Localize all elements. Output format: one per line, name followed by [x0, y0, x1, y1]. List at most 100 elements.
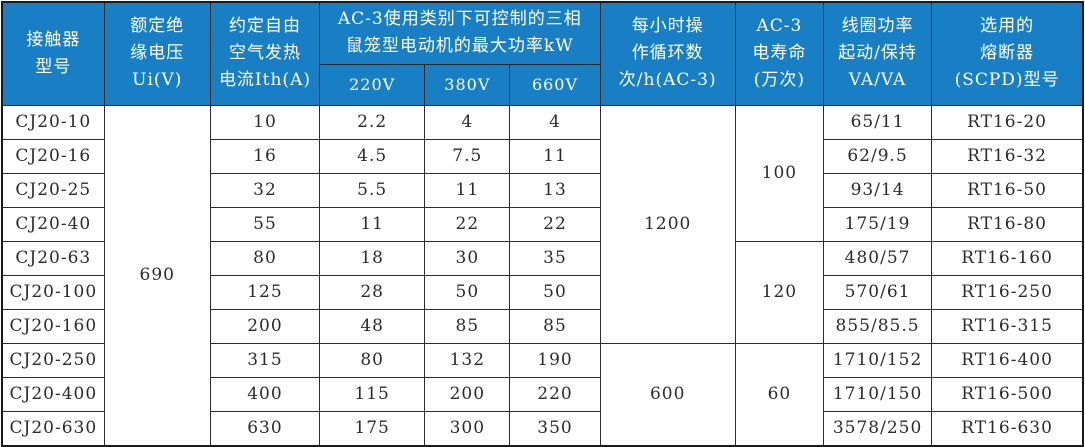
table-row: CJ20-100 125 28 50 50 570/61 RT16-250	[1, 274, 1084, 310]
cell-thermal_current: 400	[209, 376, 321, 412]
cell-fuse: RT16-315	[931, 308, 1084, 344]
cell-coil_power: 175/19	[822, 206, 933, 242]
col-header-380v: 380V	[424, 63, 511, 106]
cell-v220: 28	[319, 274, 426, 310]
col-header-thermal-current: 约定自由 空气发热 电流Ith(A)	[209, 1, 321, 106]
cell-model: CJ20-16	[1, 138, 105, 174]
col-header-coil-power: 线圈功率 起动/保持 VA/VA	[822, 1, 933, 106]
cell-coil_power: 1710/152	[822, 342, 933, 378]
cell-electrical_life-merged: 100	[734, 104, 824, 242]
cell-thermal_current: 16	[209, 138, 321, 174]
table-row: CJ20-160 200 48 85 85 855/85.5 RT16-315	[1, 308, 1084, 344]
cell-v660: 13	[509, 172, 601, 208]
cell-model: CJ20-40	[1, 206, 105, 242]
cell-v660: 50	[509, 274, 601, 310]
cell-thermal_current: 200	[209, 308, 321, 344]
cell-model: CJ20-630	[1, 410, 105, 446]
header-row-voltages: 220V 380V 660V	[2, 63, 1083, 106]
cell-fuse: RT16-50	[931, 172, 1084, 208]
cell-v380: 50	[424, 274, 511, 310]
cell-thermal_current: 32	[209, 172, 321, 208]
cell-fuse: RT16-250	[931, 274, 1084, 310]
cell-v380: 7.5	[424, 138, 511, 174]
cell-v660: 220	[509, 376, 601, 412]
cell-v220: 18	[319, 240, 426, 276]
table-row: CJ20-40 55 11 22 22 175/19 RT16-80	[1, 206, 1084, 242]
col-header-fuse: 选用的 熔断器 (SCPD)型号	[931, 1, 1084, 106]
cell-v380: 85	[424, 308, 511, 344]
cell-v660: 4	[509, 104, 601, 140]
cell-fuse: RT16-32	[931, 138, 1084, 174]
cell-model: CJ20-25	[1, 172, 105, 208]
cell-v660: 350	[509, 410, 601, 446]
cell-coil_power: 3578/250	[822, 410, 933, 446]
cell-v380: 4	[424, 104, 511, 140]
cell-v220: 48	[319, 308, 426, 344]
col-header-electrical-life: AC-3 电寿命 (万次)	[734, 1, 824, 106]
cell-model: CJ20-250	[1, 342, 105, 378]
cell-fuse: RT16-80	[931, 206, 1084, 242]
cell-v660: 11	[509, 138, 601, 174]
cell-v220: 175	[319, 410, 426, 446]
table-body: CJ20-10 690 10 2.2 4 4 1200 100 65/11 RT16-20 CJ20…	[1, 104, 1084, 446]
table-row: CJ20-16 16 4.5 7.5 11 62/9.5 RT16-32	[1, 138, 1084, 174]
cell-coil_power: 855/85.5	[822, 308, 933, 344]
cell-fuse: RT16-500	[931, 376, 1084, 412]
cell-model: CJ20-10	[1, 104, 105, 140]
table-header: 接触器 型号 额定绝 缘电压 Ui(V) 约定自由 空气发热 电流Ith(A) …	[1, 1, 1084, 106]
cell-coil_power: 1710/150	[822, 376, 933, 412]
cell-v220: 115	[319, 376, 426, 412]
cell-thermal_current: 10	[209, 104, 321, 140]
cell-fuse: RT16-160	[931, 240, 1084, 276]
header-row-main: 接触器 型号 额定绝 缘电压 Ui(V) 约定自由 空气发热 电流Ith(A) …	[1, 1, 1084, 106]
cell-model: CJ20-63	[1, 240, 105, 276]
cell-v220: 11	[319, 206, 426, 242]
table-row: CJ20-25 32 5.5 11 13 93/14 RT16-50	[1, 172, 1084, 208]
cell-fuse: RT16-400	[931, 342, 1084, 378]
cell-thermal_current: 55	[209, 206, 321, 242]
table-row: CJ20-63 80 18 30 35 120 480/57 RT16-160	[1, 240, 1084, 344]
cell-v380: 132	[424, 342, 511, 378]
cell-v660: 190	[509, 342, 601, 378]
col-header-cycles: 每小时操 作循环数 次/h(AC-3)	[599, 1, 736, 106]
cell-electrical_life-merged: 60	[734, 342, 824, 446]
cell-model: CJ20-400	[1, 376, 105, 412]
cell-coil_power: 93/14	[822, 172, 933, 208]
cell-v380: 300	[424, 410, 511, 446]
cell-model: CJ20-100	[1, 274, 105, 310]
cell-thermal_current: 125	[209, 274, 321, 310]
col-header-ac3-power-group: AC-3使用类别下可控制的三相 鼠笼型电动机的最大功率kW	[319, 1, 601, 65]
col-header-660v: 660V	[509, 63, 601, 106]
cell-v660: 22	[509, 206, 601, 242]
cell-v380: 11	[424, 172, 511, 208]
cell-coil_power: 62/9.5	[822, 138, 933, 174]
cell-thermal_current: 80	[209, 240, 321, 276]
cell-coil_power: 65/11	[822, 104, 933, 140]
cell-insulation_voltage-merged: 690	[103, 104, 211, 446]
cell-thermal_current: 630	[209, 410, 321, 446]
cell-v380: 30	[424, 240, 511, 276]
cell-coil_power: 480/57	[822, 240, 933, 276]
cell-thermal_current: 315	[209, 342, 321, 378]
cell-cycles-merged: 600	[599, 342, 736, 446]
table-row: CJ20-400 400 115 200 220 1710/150 RT16-500	[1, 376, 1084, 412]
cell-v220: 80	[319, 342, 426, 378]
table-row: CJ20-250 315 80 132 190 600 60 1710/152 RT16-400	[1, 342, 1084, 446]
cell-v220: 4.5	[319, 138, 426, 174]
cell-v220: 5.5	[319, 172, 426, 208]
cell-cycles-merged: 1200	[599, 104, 736, 344]
col-header-220v: 220V	[319, 63, 426, 106]
cell-v380: 22	[424, 206, 511, 242]
cell-electrical_life-merged: 120	[734, 240, 824, 344]
cell-fuse: RT16-630	[931, 410, 1084, 446]
col-header-insulation-voltage: 额定绝 缘电压 Ui(V)	[103, 1, 211, 106]
cell-fuse: RT16-20	[931, 104, 1084, 140]
cell-v660: 35	[509, 240, 601, 276]
col-header-model: 接触器 型号	[1, 1, 105, 106]
table-row: CJ20-10 690 10 2.2 4 4 1200 100 65/11 RT16-20	[1, 104, 1084, 446]
cell-v220: 2.2	[319, 104, 426, 140]
cell-model: CJ20-160	[1, 308, 105, 344]
cell-coil_power: 570/61	[822, 274, 933, 310]
